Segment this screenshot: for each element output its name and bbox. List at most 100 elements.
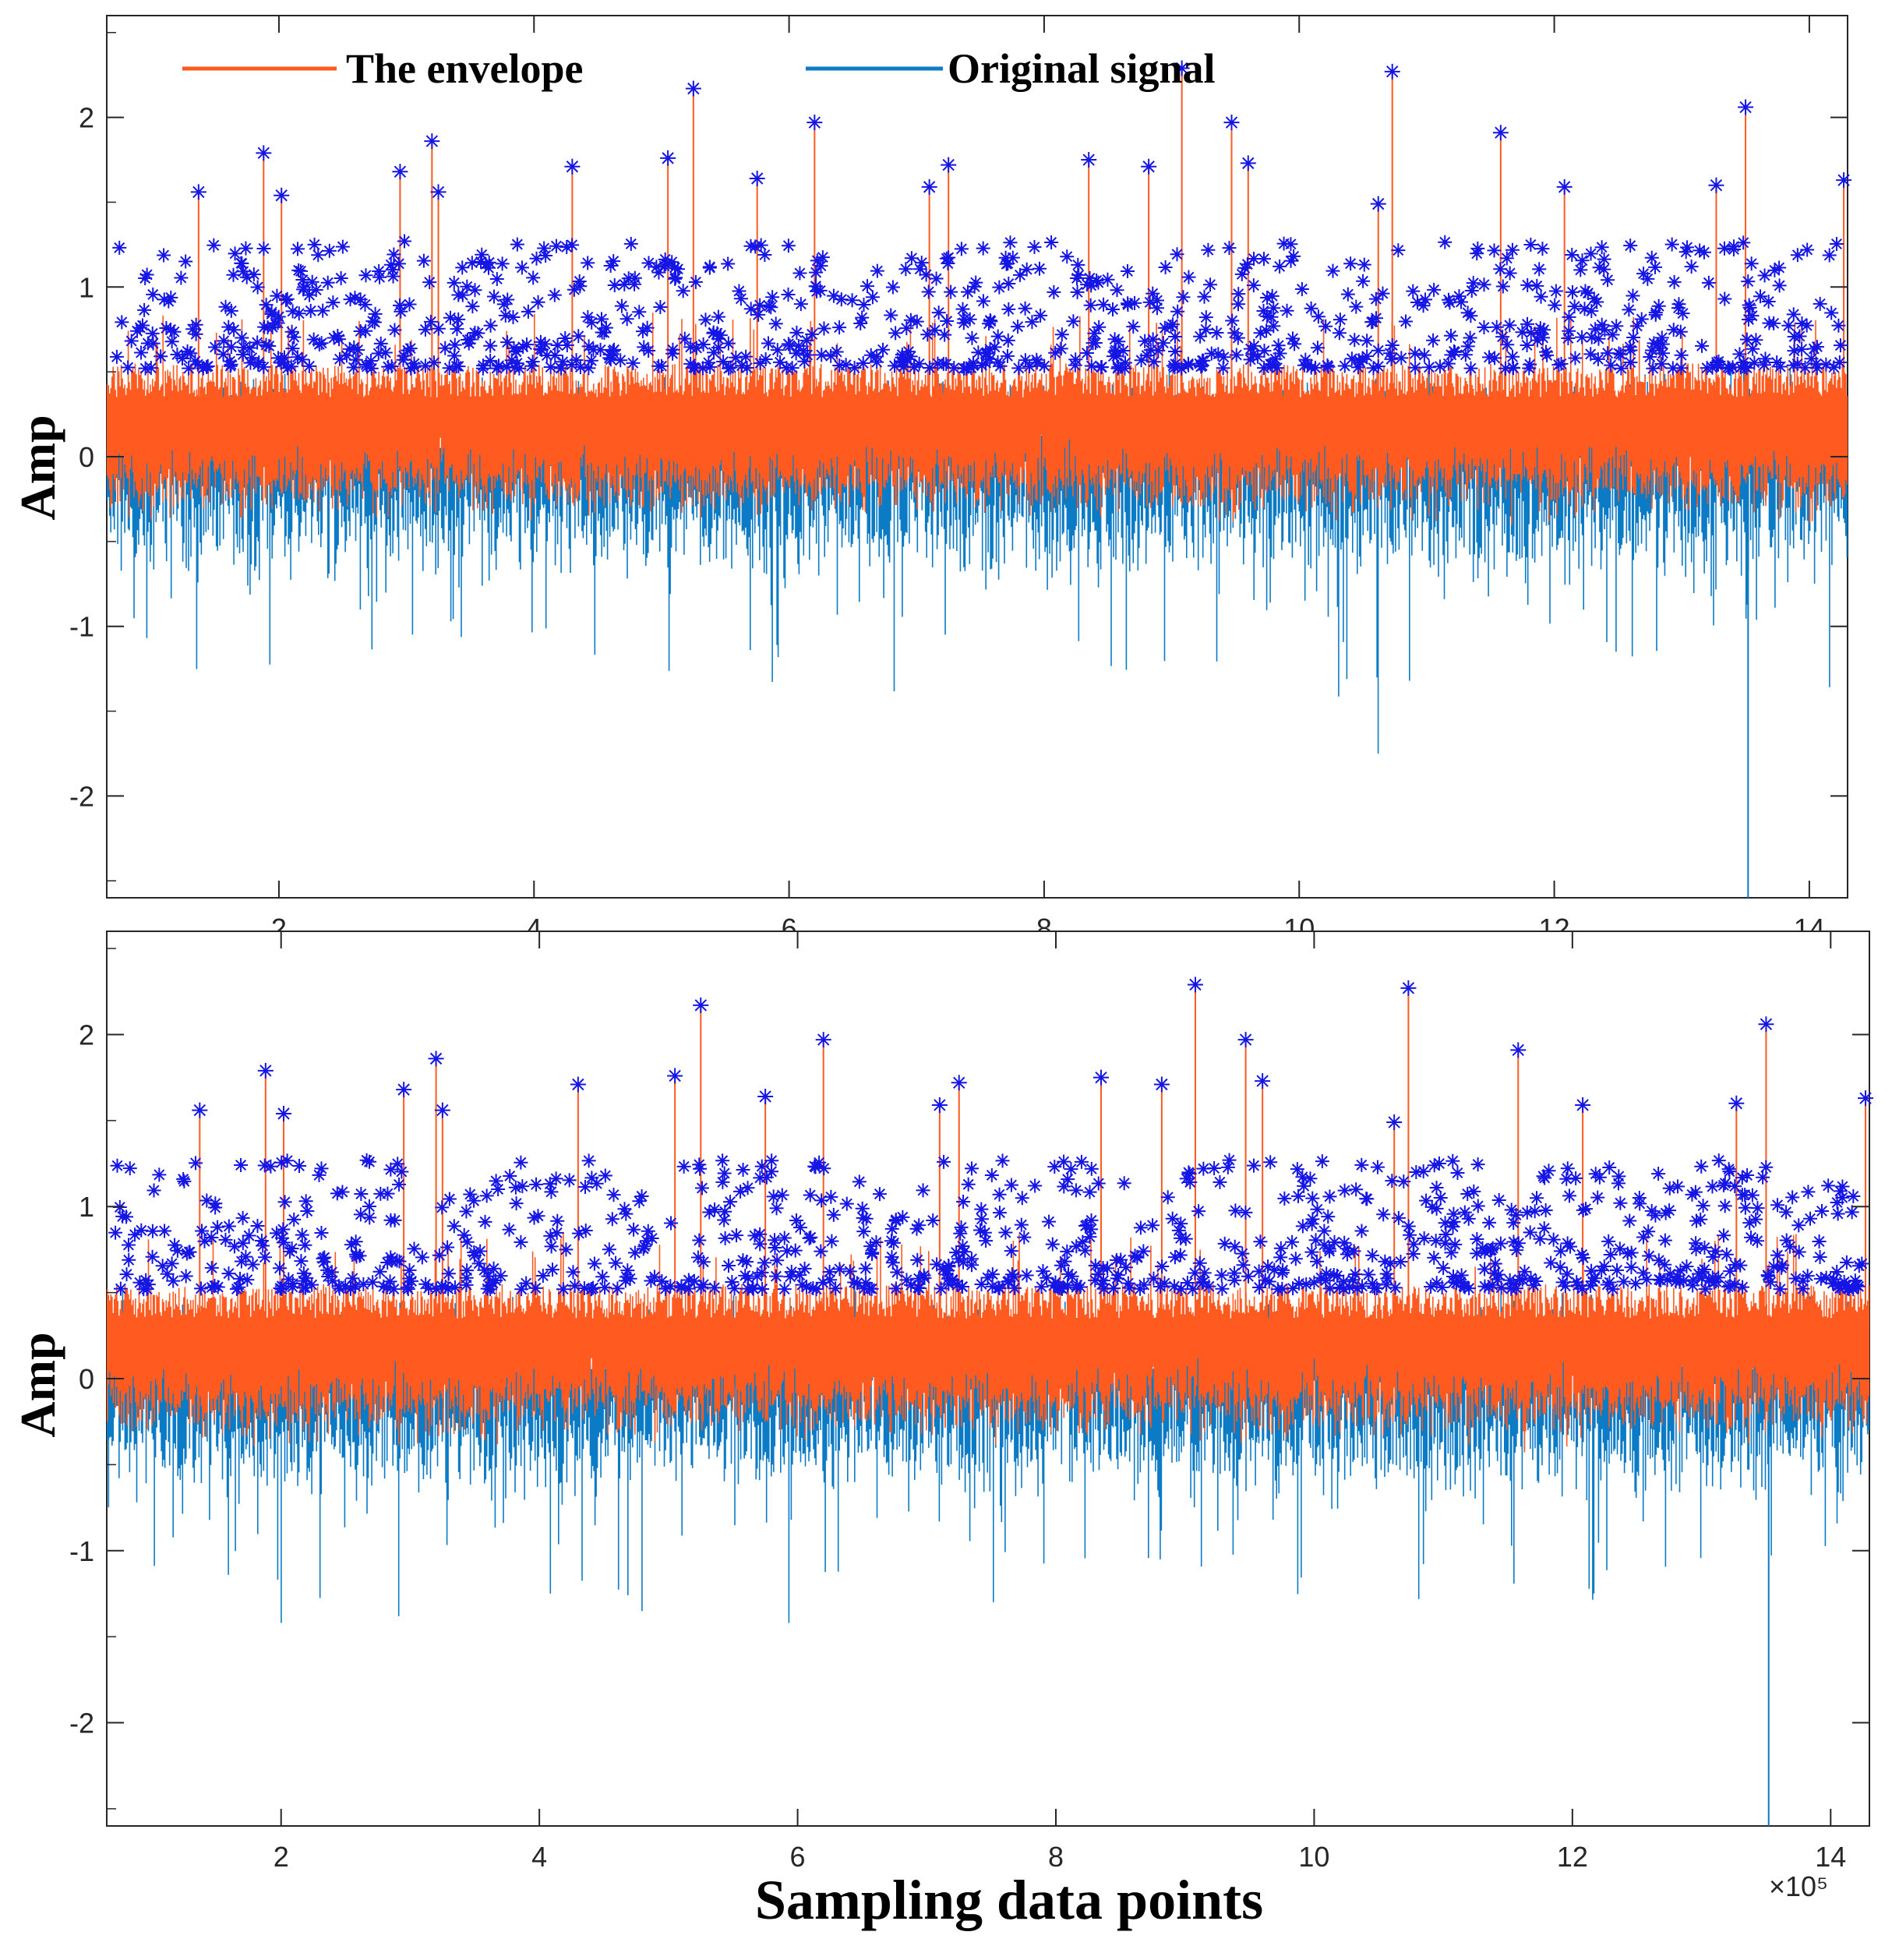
peak-marker xyxy=(1575,1097,1591,1113)
peak-asterisk xyxy=(1588,322,1603,337)
peak-asterisk xyxy=(207,340,222,355)
x-tick-label: 12 xyxy=(1557,1841,1588,1873)
peak-asterisk xyxy=(1106,349,1121,364)
peak-asterisk xyxy=(1839,1255,1854,1270)
peak-asterisk xyxy=(1610,1263,1625,1277)
peak-asterisk xyxy=(287,1212,302,1227)
peak-asterisk xyxy=(415,1250,429,1265)
detected-peak-marker xyxy=(1482,1215,1497,1230)
detected-peak-marker xyxy=(974,1202,989,1217)
peak-asterisk xyxy=(1109,1252,1124,1267)
detected-peak-marker xyxy=(164,322,178,337)
peak-asterisk xyxy=(138,270,153,285)
peak-asterisk xyxy=(1520,337,1534,352)
peak-asterisk xyxy=(584,315,599,330)
peak-asterisk xyxy=(124,334,139,348)
peak-asterisk xyxy=(754,238,768,253)
peak-asterisk xyxy=(1825,1276,1840,1291)
detected-peak-marker xyxy=(1708,1244,1723,1259)
detected-peak-marker xyxy=(768,1241,782,1255)
peak-asterisk xyxy=(824,1189,838,1204)
detected-peak-marker xyxy=(696,1255,711,1270)
peak-asterisk xyxy=(499,359,514,374)
detected-peak-marker xyxy=(1744,256,1759,271)
detected-peak-marker xyxy=(479,1188,494,1203)
peak-asterisk xyxy=(362,1154,376,1169)
peak-asterisk xyxy=(235,1210,250,1225)
peak-asterisk xyxy=(115,1209,130,1224)
peak-asterisk xyxy=(945,1273,960,1288)
peak-asterisk xyxy=(515,1179,530,1194)
detected-peak-marker xyxy=(1192,1255,1207,1270)
detected-peak-marker xyxy=(1575,1247,1590,1262)
peak-asterisk xyxy=(1426,333,1441,348)
detected-peak-marker xyxy=(1738,1200,1753,1215)
peak-asterisk xyxy=(789,346,803,361)
detected-peak-marker xyxy=(1061,1266,1075,1281)
peak-asterisk xyxy=(1022,359,1037,374)
peak-asterisk xyxy=(1735,1280,1750,1294)
detected-peak-marker xyxy=(856,1281,871,1296)
detected-peak-marker xyxy=(1060,1278,1075,1293)
peak-asterisk xyxy=(1668,1274,1683,1289)
peak-marker xyxy=(1386,1114,1403,1131)
detected-peak-marker xyxy=(1580,286,1595,301)
peak-asterisk xyxy=(1027,240,1042,255)
peak-asterisk xyxy=(250,335,265,350)
detected-peak-marker xyxy=(753,1237,768,1252)
peak-asterisk xyxy=(1781,318,1796,333)
detected-peak-marker xyxy=(468,326,482,341)
detected-peak-marker xyxy=(507,360,522,375)
detected-peak-marker xyxy=(1379,1277,1394,1292)
detected-peak-marker xyxy=(391,256,406,271)
peak-asterisk xyxy=(1804,351,1819,366)
detected-peak-marker xyxy=(957,1245,972,1259)
detected-peak-marker xyxy=(344,1238,358,1252)
peak-asterisk xyxy=(807,115,823,131)
detected-peak-marker xyxy=(1611,1176,1625,1191)
detected-peak-marker xyxy=(326,295,341,310)
detected-peak-marker xyxy=(999,256,1014,271)
peak-asterisk xyxy=(1263,1155,1278,1170)
peak-asterisk xyxy=(1548,284,1563,298)
peak-asterisk xyxy=(999,256,1014,271)
peak-asterisk xyxy=(581,309,595,324)
peak-asterisk xyxy=(887,358,902,373)
detected-peak-marker xyxy=(1446,1206,1461,1221)
peak-asterisk xyxy=(1095,1277,1110,1291)
detected-peak-marker xyxy=(1707,1275,1721,1290)
detected-peak-marker xyxy=(1624,1245,1639,1260)
detected-peak-marker xyxy=(1422,360,1436,375)
peak-asterisk xyxy=(1107,332,1122,347)
peak-marker xyxy=(392,164,408,180)
peak-asterisk xyxy=(858,1261,873,1276)
detected-peak-marker xyxy=(569,353,584,368)
detected-peak-marker xyxy=(966,358,981,373)
peak-asterisk xyxy=(236,340,251,355)
peak-asterisk xyxy=(531,295,545,309)
detected-peak-marker xyxy=(1407,1237,1421,1252)
detected-peak-marker xyxy=(320,275,335,290)
detected-peak-marker xyxy=(1576,1202,1590,1217)
peak-asterisk xyxy=(528,1280,543,1295)
peak-asterisk xyxy=(665,342,680,357)
peak-asterisk xyxy=(1657,1257,1672,1272)
detected-peak-marker xyxy=(1654,1273,1668,1287)
peak-asterisk xyxy=(1368,291,1383,306)
detected-peak-marker xyxy=(404,361,418,376)
detected-peak-marker xyxy=(664,1216,679,1231)
peak-asterisk xyxy=(888,1213,903,1227)
detected-peak-marker xyxy=(498,308,513,323)
detected-peak-marker xyxy=(1679,1259,1694,1274)
detected-peak-marker xyxy=(1350,1281,1364,1296)
peak-asterisk xyxy=(647,1270,662,1284)
detected-peak-marker xyxy=(1565,247,1580,262)
detected-peak-marker xyxy=(1253,326,1268,341)
detected-peak-marker xyxy=(1717,241,1731,256)
detected-peak-marker xyxy=(1371,343,1385,358)
peak-asterisk xyxy=(1201,242,1216,257)
detected-peak-marker xyxy=(1605,1282,1620,1297)
peak-asterisk xyxy=(316,303,330,318)
peak-asterisk xyxy=(457,1227,471,1242)
detected-peak-marker xyxy=(1236,1258,1251,1273)
